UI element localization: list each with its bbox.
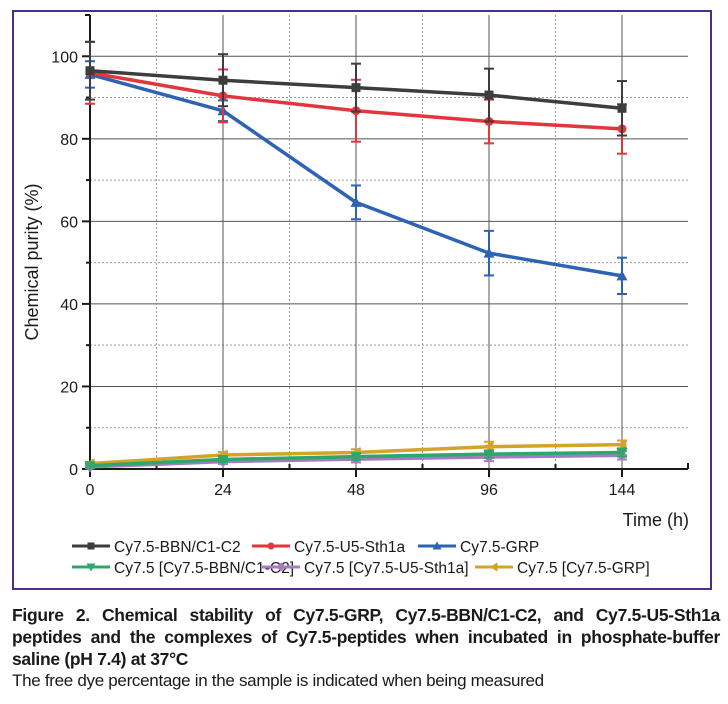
data-point [350,452,362,463]
y-tick-label: 80 [60,132,78,149]
x-tick-label: 144 [609,482,636,499]
y-tick-label: 60 [60,214,78,231]
data-point [217,455,229,466]
data-point [617,103,627,113]
chart: 0 20 40 60 80 100 0 24 48 96 144 Time (h) Chemical… [22,14,689,577]
legend-label: Cy7.5-GRP [460,539,539,556]
data-point [84,461,96,472]
figure-caption: Figure 2. Chemical stability of Cy7.5-GR… [12,604,720,692]
y-tick-label: 100 [51,49,78,66]
data-point [616,447,628,458]
data-point [350,196,362,207]
x-tick-label: 48 [347,482,365,499]
legend-label: Cy7.5 [Cy7.5-BBN/C1-C2] [114,560,294,577]
data-point [483,449,495,460]
data-point [616,270,628,281]
legend-marker [87,542,95,550]
data-point [484,90,494,100]
legend-marker [432,541,442,550]
legend-marker [489,562,498,572]
legend-marker [276,562,286,572]
series-0 [85,40,627,137]
data-point [85,66,95,76]
x-axis-title: Time (h) [623,510,689,530]
legend-item: Cy7.5 [Cy7.5-GRP] [475,560,650,577]
legend: Cy7.5-BBN/C1-C2 Cy7.5-U5-Sth1a Cy7.5-GRP Cy… [72,539,650,577]
series-layer [84,40,628,473]
y-axis-title: Chemical purity (%) [22,183,42,340]
legend-label: Cy7.5 [Cy7.5-GRP] [517,560,650,577]
caption-note: The free dye percentage in the sample is… [12,671,544,690]
tick-labels: 0 20 40 60 80 100 0 24 48 96 144 [51,49,635,499]
figure-frame [12,10,712,590]
legend-marker [267,542,275,550]
legend-label: Cy7.5 [Cy7.5-U5-Sth1a] [304,560,469,577]
data-point [351,83,361,93]
x-tick-label: 96 [480,482,498,499]
y-tick-label: 0 [69,462,78,479]
grid [90,15,688,469]
legend-item: Cy7.5-BBN/C1-C2 [72,539,241,556]
legend-label: Cy7.5-U5-Sth1a [294,539,406,556]
legend-item: Cy7.5-GRP [418,539,539,556]
caption-title: Figure 2. Chemical stability of Cy7.5-GR… [12,605,720,669]
x-tick-label: 0 [86,482,95,499]
legend-item: Cy7.5 [Cy7.5-U5-Sth1a] [262,560,469,577]
legend-item: Cy7.5 [Cy7.5-BBN/C1-C2] [72,560,294,577]
legend-item: Cy7.5-U5-Sth1a [252,539,406,556]
data-point [218,75,228,85]
legend-marker [86,563,96,572]
legend-label: Cy7.5-BBN/C1-C2 [114,539,241,556]
data-point [483,247,495,258]
series-3 [84,447,628,472]
y-tick-label: 20 [60,379,78,396]
y-tick-label: 40 [60,297,78,314]
axes [82,14,689,477]
x-tick-label: 24 [214,482,232,499]
